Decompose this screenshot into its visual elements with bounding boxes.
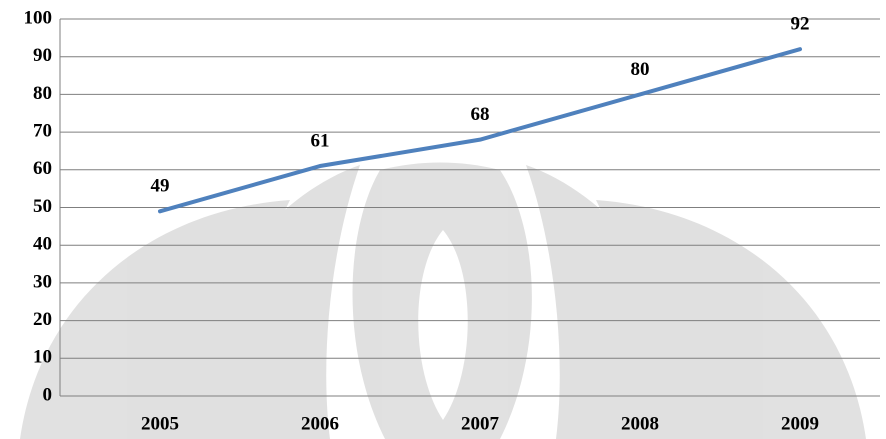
y-tick-label: 100 <box>24 7 53 28</box>
watermark-shape <box>175 165 360 439</box>
y-tick-label: 30 <box>33 271 52 292</box>
y-tick-label: 90 <box>33 45 52 66</box>
y-tick-label: 20 <box>33 309 52 330</box>
y-tick-label: 50 <box>33 196 52 217</box>
y-tick-label: 60 <box>33 158 52 179</box>
watermark-shape <box>352 162 532 439</box>
y-tick-label: 40 <box>33 234 52 255</box>
data-label: 61 <box>311 130 330 151</box>
x-tick-label: 2005 <box>141 413 179 434</box>
watermark <box>20 162 866 439</box>
plot-area: 0 10 20 30 40 50 60 70 80 90 100 2005 2006 2007 2008 20… <box>24 7 880 434</box>
x-tick-label: 2006 <box>301 413 339 434</box>
y-tick-label: 70 <box>33 120 52 141</box>
data-line <box>158 47 802 214</box>
watermark-shape <box>526 165 711 439</box>
data-label: 49 <box>151 176 170 197</box>
y-tick-label: 10 <box>33 347 52 368</box>
y-tick-label: 80 <box>33 83 52 104</box>
data-label: 92 <box>791 14 810 35</box>
data-label: 68 <box>471 104 490 125</box>
x-tick-label: 2008 <box>621 413 659 434</box>
y-tick-label: 0 <box>43 384 53 405</box>
x-tick-label: 2007 <box>461 413 500 434</box>
x-tick-label: 2009 <box>781 413 819 434</box>
data-label: 80 <box>631 59 650 80</box>
